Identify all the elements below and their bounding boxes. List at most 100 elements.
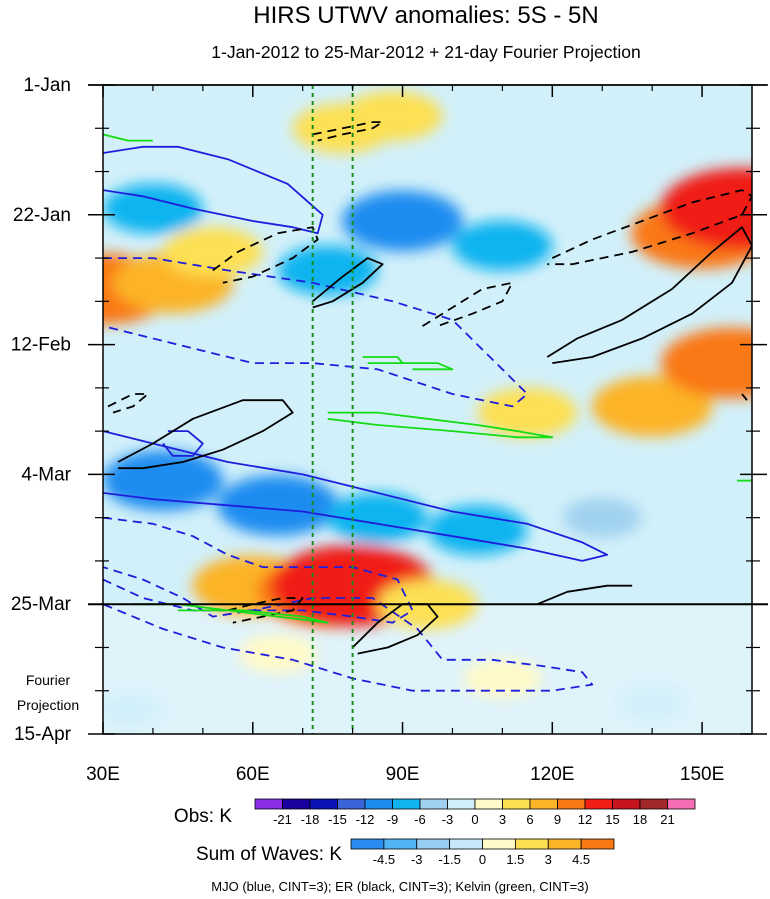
er-contour-7 (117, 399, 294, 470)
er-contour-9 (351, 603, 439, 655)
y-axis: 1-Jan 22-Jan 12-Feb 4-Mar 25-Mar 15-Apr (11, 75, 767, 745)
anomaly-negative-22 (327, 492, 428, 543)
obs-colorbar-label-1: -18 (301, 812, 320, 827)
obs-colorbar-swatch-5 (392, 798, 421, 810)
obs-colorbar: -21 -18 -15 -12 -9 -6 -3 0 3 6 9 12 15 18 21 (254, 798, 696, 827)
waves-colorbar-swatch-2 (416, 838, 451, 850)
waves-colorbar-swatch-4 (482, 838, 516, 850)
obs-colorbar-label-2: -15 (328, 812, 347, 827)
obs-colorbar-label-6: -3 (442, 812, 454, 827)
obs-colorbar-label-3: -12 (356, 812, 375, 827)
obs-colorbar-label-10: 9 (554, 812, 561, 827)
anomaly-positive-2 (162, 226, 263, 277)
obs-colorbar-swatch-11 (557, 798, 586, 810)
er-contour-2 (312, 257, 384, 309)
x-tick-label-120: 120E (530, 764, 574, 785)
anomaly-positive-9 (661, 327, 752, 399)
obs-colorbar-swatch-14 (639, 798, 668, 810)
anomaly-negative-17 (277, 245, 378, 296)
waves-colorbar-swatch-3 (449, 838, 483, 850)
waves-colorbar-label-0: -4.5 (373, 852, 395, 867)
obs-colorbar-swatch-12 (584, 798, 613, 810)
kelvin-contour-3 (327, 411, 554, 439)
contour-legend: MJO (blue, CINT=3); ER (black, CINT=3); … (211, 879, 588, 894)
x-tick-label-30: 30E (86, 764, 120, 785)
y-tick-label-42: 12-Feb (11, 335, 71, 356)
y-tick-label-0: 1-Jan (23, 75, 71, 96)
kelvin-contour-4 (133, 603, 329, 624)
waves-colorbar-label-2: -1.5 (438, 852, 460, 867)
obs-colorbar-label-7: 0 (471, 812, 478, 827)
obs-colorbar-swatch-13 (612, 798, 641, 810)
contour-layer (103, 121, 752, 692)
anomaly-negative-21 (217, 475, 339, 536)
mjo-contour-4 (103, 578, 594, 692)
chart-subtitle: 1-Jan-2012 to 25-Mar-2012 + 21-day Fouri… (211, 42, 640, 62)
obs-colorbar-label-4: -9 (387, 812, 399, 827)
anomaly-positive-7 (591, 376, 713, 437)
obs-colorbar-label-5: -6 (414, 812, 426, 827)
obs-colorbar-swatch-9 (502, 798, 531, 810)
x-tick-label-60: 60E (236, 764, 270, 785)
kelvin-contour-0 (103, 133, 153, 142)
mjo-contour-1 (103, 257, 529, 408)
mjo-contour-3 (162, 430, 204, 457)
x-tick-label-90: 90E (386, 764, 420, 785)
anomaly-negative-19 (103, 183, 203, 234)
waves-colorbar-swatch-1 (383, 838, 418, 850)
er-contour-4 (547, 189, 752, 266)
obs-colorbar-swatch-2 (309, 798, 338, 810)
waves-colorbar-swatch-0 (350, 838, 385, 850)
kelvin-contour-2 (402, 362, 454, 371)
er-contour-10 (536, 584, 633, 606)
x-tick-label-150: 150E (680, 764, 724, 785)
obs-colorbar-swatch-4 (364, 798, 393, 810)
x-axis: 30E 60E 90E 120E 150E (86, 85, 724, 785)
anomaly-negative-26 (618, 686, 687, 721)
obs-colorbar-swatch-1 (282, 798, 311, 810)
er-contour-5 (546, 226, 752, 364)
obs-colorbar-label-9: 6 (526, 812, 533, 827)
obs-colorbar-swatch-10 (529, 798, 558, 810)
waves-colorbar-label-3: 0 (479, 852, 486, 867)
anomaly-negative-25 (103, 692, 163, 727)
er-contour-1 (212, 226, 319, 284)
y-tick-label-105: 15-Apr (14, 724, 72, 745)
mjo-contour-0 (103, 145, 324, 235)
y-tick-label-21: 22-Jan (13, 205, 71, 226)
mjo-contour-2 (103, 430, 609, 562)
waves-colorbar-title: Sum of Waves: K (196, 844, 342, 865)
waves-colorbar-swatch-6 (547, 838, 582, 850)
waves-colorbar: -4.5 -3 -1.5 0 1.5 3 4.5 (350, 838, 615, 867)
waves-colorbar-swatch-5 (514, 838, 549, 850)
er-contour-3 (422, 281, 514, 327)
anomaly-positive-4 (342, 90, 443, 141)
obs-colorbar-label-8: 3 (499, 812, 506, 827)
anomaly-positive-15 (238, 633, 318, 674)
anomaly-negative-20 (103, 450, 224, 511)
obs-colorbar-swatch-7 (447, 798, 476, 810)
anomaly-positive-6 (660, 167, 752, 250)
plot-area (103, 85, 752, 734)
obs-colorbar-label-12: 15 (605, 812, 619, 827)
waves-colorbar-label-6: 4.5 (572, 852, 590, 867)
waves-colorbar-swatch-7 (580, 838, 615, 850)
anomaly-positive-14 (463, 658, 542, 699)
waves-colorbar-label-5: 3 (545, 852, 552, 867)
y-tick-label-84: 25-Mar (11, 594, 72, 615)
anomaly-negative-23 (427, 505, 528, 555)
er-contour-8 (227, 597, 304, 624)
obs-colorbar-swatch-15 (667, 798, 696, 810)
er-contour-6 (107, 393, 149, 414)
projection-label-line2: Projection (17, 697, 79, 713)
chart-title: HIRS UTWV anomalies: 5S - 5N (253, 2, 598, 29)
obs-colorbar-swatch-3 (337, 798, 366, 810)
obs-colorbar-label-0: -21 (273, 812, 292, 827)
y-tick-label-63: 4-Mar (21, 464, 71, 485)
obs-colorbar-swatch-8 (474, 798, 503, 810)
anomaly-negative-24 (562, 497, 642, 538)
anomaly-positive-8 (477, 387, 578, 438)
er-contour-11 (741, 393, 748, 401)
obs-colorbar-swatch-0 (254, 798, 283, 810)
obs-colorbar-label-13: 18 (633, 812, 647, 827)
